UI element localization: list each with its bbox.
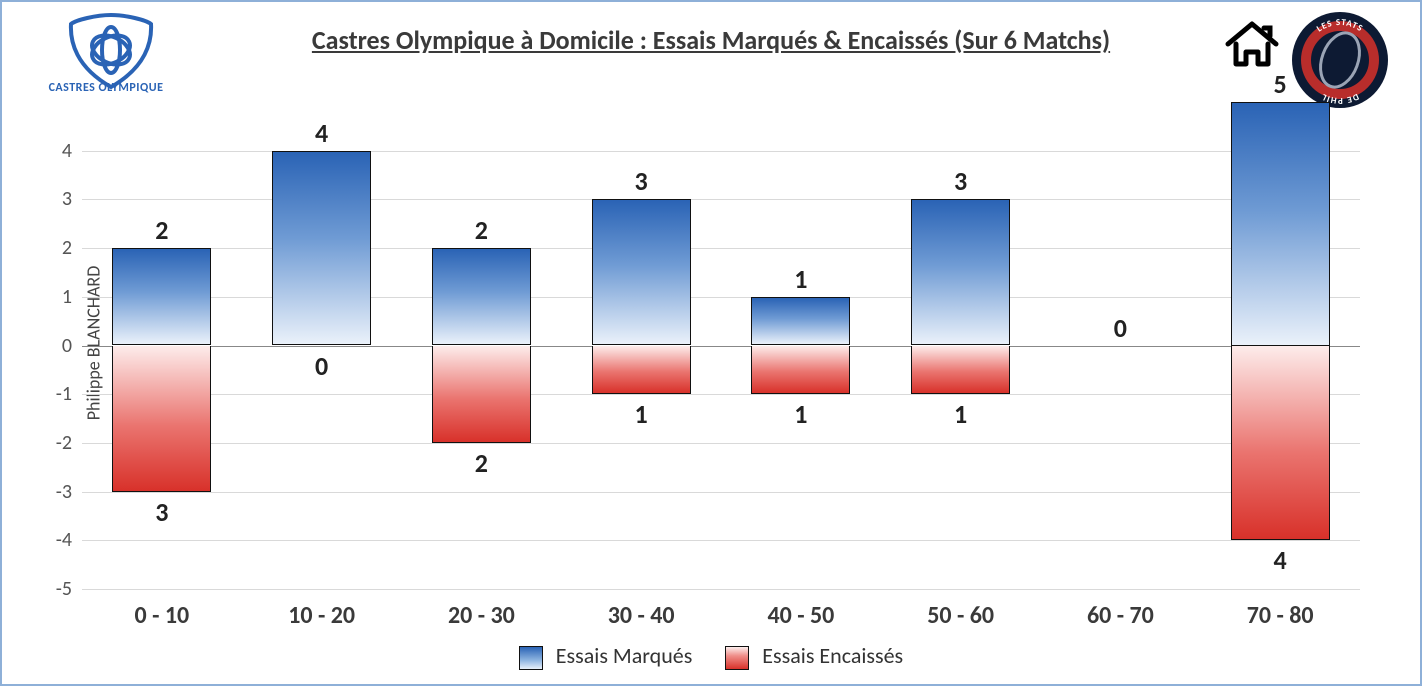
bar-marques	[592, 199, 691, 345]
y-tick-label: -4	[32, 528, 72, 552]
gridline	[82, 443, 1360, 444]
data-label-encaisses: 4	[1274, 544, 1287, 576]
data-label-encaisses: 1	[635, 398, 648, 430]
bar-marques	[1231, 102, 1330, 346]
y-tick-label: 1	[32, 285, 72, 309]
x-tick-label: 60 - 70	[1087, 601, 1154, 630]
chart-title: Castres Olympique à Domicile : Essais Ma…	[2, 24, 1420, 56]
stats-badge-icon: LES STATS DE PHIL	[1290, 10, 1390, 110]
data-label-marques: 0	[1114, 312, 1127, 344]
bar-marques	[272, 151, 371, 346]
home-icon	[1224, 20, 1280, 68]
data-label-marques: 2	[155, 214, 168, 246]
legend-label-encaisses: Essais Encaissés	[762, 642, 903, 669]
data-label-marques: 3	[954, 165, 967, 197]
bar-encaisses	[112, 346, 211, 492]
y-tick-label: 3	[32, 187, 72, 211]
y-tick-label: -3	[32, 480, 72, 504]
legend: Essais Marqués Essais Encaissés	[2, 642, 1420, 670]
y-tick-label: -2	[32, 431, 72, 455]
legend-label-marques: Essais Marqués	[556, 642, 693, 669]
chart-frame: Castres Olympique à Domicile : Essais Ma…	[0, 0, 1422, 686]
gridline	[82, 589, 1360, 590]
x-tick-label: 70 - 80	[1247, 601, 1314, 630]
data-label-encaisses: 3	[155, 496, 168, 528]
legend-swatch-encaisses	[725, 646, 749, 670]
data-label-marques: 3	[635, 165, 648, 197]
y-tick-label: 0	[32, 334, 72, 358]
bar-marques	[911, 199, 1010, 345]
x-tick-label: 40 - 50	[767, 601, 834, 630]
club-logo-text: CASTRES OLYMPIQUE	[0, 81, 216, 95]
x-tick-label: 10 - 20	[288, 601, 355, 630]
bar-marques	[751, 297, 850, 346]
data-label-encaisses: 0	[315, 350, 328, 382]
y-tick-label: 4	[32, 139, 72, 163]
bar-encaisses	[592, 346, 691, 395]
data-label-marques: 4	[315, 117, 328, 149]
gridline	[82, 540, 1360, 541]
gridline	[82, 394, 1360, 395]
data-label-encaisses: 1	[954, 398, 967, 430]
chart-plot-area: -5-4-3-2-101234230 - 104010 - 202220 - 3…	[82, 102, 1360, 589]
x-tick-label: 0 - 10	[135, 601, 190, 630]
bar-encaisses	[911, 346, 1010, 395]
bar-encaisses	[1231, 346, 1330, 541]
x-tick-label: 20 - 30	[448, 601, 515, 630]
data-label-encaisses: 2	[475, 447, 488, 479]
data-label-marques: 5	[1274, 68, 1287, 100]
gridline	[82, 492, 1360, 493]
data-label-marques: 1	[794, 263, 807, 295]
y-tick-label: -5	[32, 577, 72, 601]
gridline	[82, 346, 1360, 347]
x-tick-label: 50 - 60	[927, 601, 994, 630]
bar-marques	[112, 248, 211, 345]
x-tick-label: 30 - 40	[608, 601, 675, 630]
bar-marques	[432, 248, 531, 345]
club-logo: CASTRES OLYMPIQUE	[46, 12, 176, 112]
bar-encaisses	[751, 346, 850, 395]
y-tick-label: -1	[32, 382, 72, 406]
data-label-marques: 2	[475, 214, 488, 246]
legend-swatch-marques	[519, 646, 543, 670]
y-tick-label: 2	[32, 236, 72, 260]
shield-icon	[66, 12, 156, 90]
data-label-encaisses: 1	[794, 398, 807, 430]
bar-encaisses	[432, 346, 531, 443]
